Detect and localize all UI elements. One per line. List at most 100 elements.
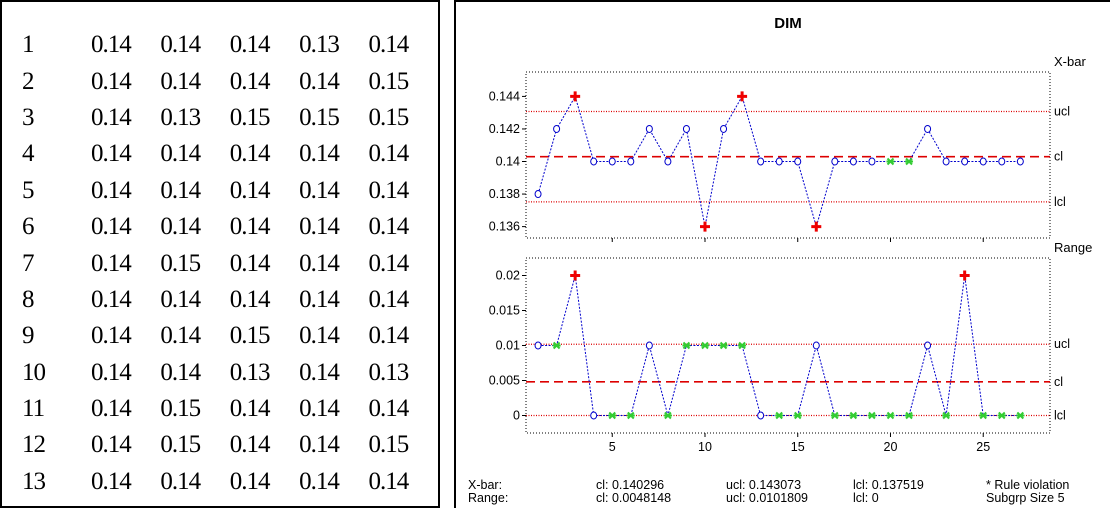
row-index-cell: 7 (22, 249, 34, 277)
measurement-cell: 0.14 (229, 213, 271, 241)
measurement-cell: 0.14 (229, 67, 271, 95)
measurement-cell: 0.14 (160, 67, 201, 95)
measurement-cell: 0.14 (299, 431, 340, 459)
table-row: 2 0.14 0.14 0.14 0.14 0.15 (22, 63, 438, 99)
y-tick-label: 0.01 (496, 339, 520, 353)
star-point (608, 411, 617, 420)
data-point (979, 157, 987, 166)
measurement-cell: 0.14 (160, 322, 201, 350)
measurement-cell: 0.13 (368, 358, 410, 386)
row-index-cell: 11 (22, 395, 45, 423)
measurement-cell: 0.14 (299, 285, 340, 313)
star-point (793, 411, 802, 420)
measurement-cell: 0.14 (368, 249, 410, 277)
measurement-cell: 0.15 (160, 431, 201, 459)
measurement-cell: 0.14 (299, 322, 340, 350)
rule-violation-point (570, 91, 581, 102)
row-index-cell: 5 (22, 176, 34, 204)
control-chart-panel: DIM X-bar 0.144 0.142 0.14 0.138 0.136 ucl cl lcl… (454, 0, 1110, 508)
table-row: 3 0.14 0.13 0.15 0.15 0.15 (22, 100, 438, 136)
row-index-cell: 10 (22, 358, 46, 386)
measurement-cell: 0.14 (229, 467, 271, 495)
limit-label: cl (1054, 150, 1063, 164)
measurement-cell: 0.14 (160, 31, 201, 59)
limit-label: lcl (1054, 195, 1066, 209)
star-point (830, 411, 839, 420)
measurement-cell: 0.14 (90, 395, 132, 423)
measurement-cell: 0.14 (368, 322, 410, 350)
y-tick-label: 0.144 (489, 89, 520, 103)
measurement-cell: 0.14 (229, 249, 271, 277)
data-point (924, 341, 932, 350)
footer-range-lcl: lcl: 0 (853, 491, 879, 505)
star-point (1016, 411, 1025, 420)
footer-xbar-cl: cl: 0.140296 (596, 478, 665, 492)
rule-violation-point (699, 221, 710, 232)
measurement-cell: 0.15 (160, 249, 201, 277)
y-tick-label: 0.015 (489, 304, 520, 318)
x-tick-label: 5 (609, 440, 616, 454)
row-index-cell: 12 (22, 431, 46, 459)
measurement-cell: 0.14 (90, 103, 132, 131)
data-point (998, 157, 1006, 166)
measurement-cell: 0.14 (90, 249, 132, 277)
measurement-cell: 0.14 (90, 285, 132, 313)
measurement-cell: 0.14 (90, 31, 132, 59)
measurement-cell: 0.14 (90, 358, 132, 386)
footer-xbar-lcl: lcl: 0.137519 (853, 478, 924, 492)
measurement-cell: 0.14 (299, 395, 340, 423)
star-point (552, 341, 561, 350)
measurement-cell: 0.14 (368, 31, 410, 59)
measurement-cell: 0.14 (368, 213, 410, 241)
data-point (757, 157, 765, 166)
measurement-cell: 0.14 (160, 140, 201, 168)
data-point (645, 341, 653, 350)
limit-label: ucl (1054, 337, 1070, 351)
data-point (1016, 157, 1024, 166)
rule-violation-point (959, 270, 970, 281)
chart-title: DIM (774, 15, 802, 32)
table-row: 7 0.14 0.15 0.14 0.14 0.14 (22, 245, 438, 281)
measurement-cell: 0.14 (90, 322, 132, 350)
row-index-cell: 4 (22, 140, 34, 168)
row-index-cell: 8 (22, 285, 34, 313)
y-tick-label: 0.142 (489, 122, 520, 136)
measurement-cell: 0.14 (299, 140, 340, 168)
measurement-cell: 0.14 (160, 213, 201, 241)
rule-violation-point (811, 221, 822, 232)
table-row: 6 0.14 0.14 0.14 0.14 0.14 (22, 209, 438, 245)
plot-frame (525, 257, 1051, 434)
measurement-cell: 0.14 (90, 176, 132, 204)
measurement-cell: 0.14 (160, 467, 201, 495)
measurement-cell: 0.14 (299, 67, 340, 95)
measurement-cell: 0.14 (299, 467, 340, 495)
series-line (538, 275, 1021, 418)
data-point (868, 157, 876, 166)
measurement-cell: 0.14 (368, 140, 410, 168)
y-tick-label: 0.005 (489, 374, 520, 388)
star-point (867, 411, 876, 420)
star-point (905, 411, 914, 420)
star-point (719, 341, 728, 350)
star-point (886, 411, 895, 420)
measurement-cell: 0.14 (368, 467, 410, 495)
x-tick-label: 10 (698, 440, 712, 454)
measurement-cell: 0.14 (90, 67, 132, 95)
y-tick-label: 0.14 (496, 155, 520, 169)
data-point (942, 157, 950, 166)
series-label: Range (1054, 240, 1092, 255)
x-tick-label: 25 (976, 440, 990, 454)
row-index-cell: 6 (22, 213, 34, 241)
star-point (886, 157, 895, 166)
data-point (664, 157, 672, 166)
star-point (700, 341, 709, 350)
measurement-cell: 0.14 (368, 285, 410, 313)
footer-subgroup-note: Subgrp Size 5 (986, 491, 1065, 505)
star-point (942, 411, 951, 420)
table-row: 13 0.14 0.14 0.14 0.14 0.14 (22, 464, 438, 500)
star-point (738, 341, 747, 350)
limit-label: lcl (1054, 409, 1066, 423)
measurement-cell: 0.13 (160, 103, 201, 131)
data-point (645, 124, 653, 133)
measurement-cell: 0.14 (160, 176, 201, 204)
